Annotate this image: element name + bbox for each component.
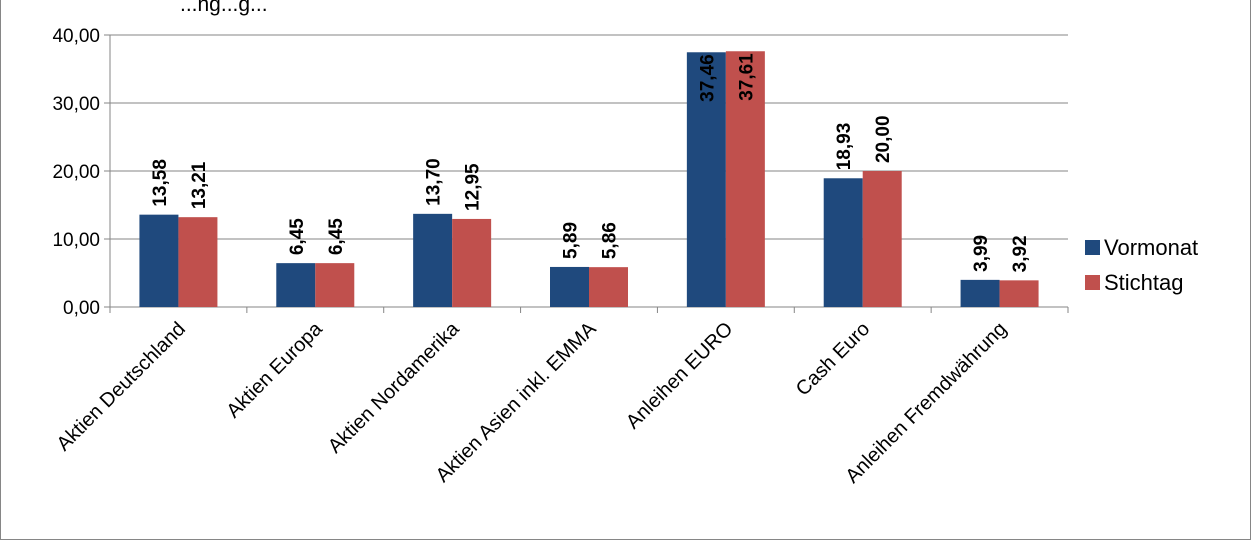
legend-label-vormonat: Vormonat (1104, 235, 1198, 260)
category-label: Aktien Asien inkl. EMMA (432, 318, 601, 487)
data-label: 12,95 (463, 163, 484, 211)
data-label: 3,99 (971, 235, 992, 272)
bar-vormonat (139, 214, 179, 307)
y-tick-label: 20,00 (52, 162, 100, 183)
chart-title-fragment: ...ng...g... (180, 0, 268, 16)
bar-vormonat (686, 52, 726, 307)
bar-stichtag (862, 171, 902, 307)
bar-stichtag (999, 280, 1039, 307)
data-label: 5,86 (600, 222, 621, 259)
data-label: 18,93 (834, 123, 855, 171)
y-tick-label: 10,00 (52, 230, 100, 251)
bar-vormonat (276, 263, 316, 307)
data-label: 20,00 (873, 115, 894, 163)
category-label: Aktien Nordamerika (324, 317, 464, 457)
bar-vormonat (413, 213, 453, 307)
data-label: 37,46 (697, 54, 718, 102)
category-label: Anleihen Fremdwährung (841, 318, 1011, 488)
category-label: Aktien Deutschland (53, 318, 190, 455)
bar-stichtag (589, 267, 628, 307)
data-label: 13,21 (189, 161, 210, 209)
y-tick-label: 40,00 (52, 26, 100, 47)
y-tick-label: 0,00 (63, 298, 100, 319)
data-label: 37,61 (736, 53, 757, 101)
data-label: 5,89 (561, 222, 582, 259)
data-label: 6,45 (326, 218, 347, 255)
data-label: 13,58 (150, 159, 171, 207)
category-label: Anleihen EURO (622, 318, 737, 433)
bar-stichtag (725, 51, 765, 307)
data-label: 13,70 (424, 158, 445, 206)
bar-stichtag (178, 217, 218, 307)
category-label: Aktien Europa (222, 317, 327, 422)
bar-vormonat (550, 266, 589, 307)
bar-stichtag (452, 218, 492, 307)
bar-vormonat (960, 279, 1000, 307)
data-label: 6,45 (287, 218, 308, 255)
data-label: 3,92 (1010, 235, 1031, 272)
legend-swatch-vormonat (1085, 240, 1100, 255)
legend-swatch-stichtag (1085, 275, 1100, 290)
category-label: Cash Euro (792, 318, 874, 400)
bar-stichtag (315, 263, 355, 307)
legend-label-stichtag: Stichtag (1104, 270, 1184, 295)
bar-vormonat (823, 178, 863, 307)
y-tick-label: 30,00 (52, 94, 100, 115)
